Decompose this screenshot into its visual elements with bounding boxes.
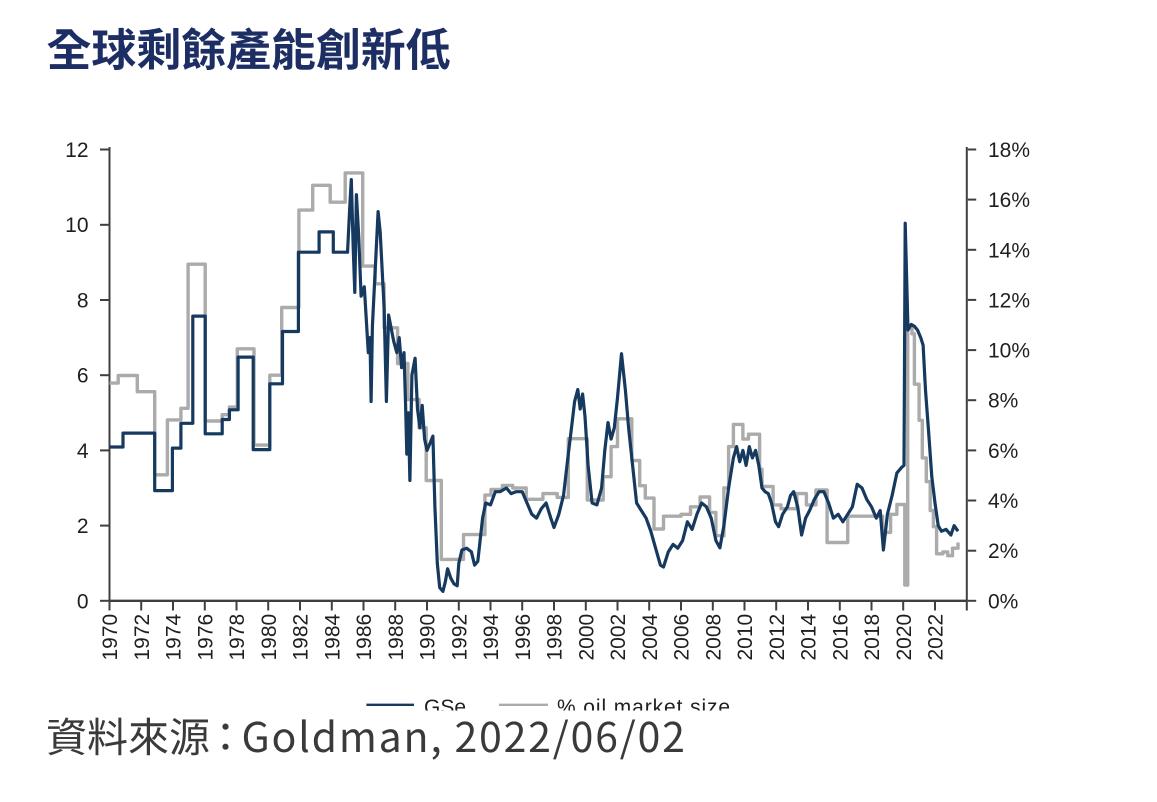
svg-text:1976: 1976	[194, 614, 217, 661]
svg-text:2020: 2020	[893, 614, 916, 661]
svg-text:2002: 2002	[607, 614, 630, 661]
svg-text:18%: 18%	[988, 139, 1030, 162]
svg-text:1982: 1982	[290, 614, 313, 661]
svg-text:2004: 2004	[639, 613, 662, 660]
svg-text:12: 12	[65, 139, 88, 162]
svg-text:2006: 2006	[671, 614, 694, 661]
svg-text:2000: 2000	[575, 614, 598, 661]
svg-text:16%: 16%	[988, 189, 1030, 212]
svg-text:1986: 1986	[353, 614, 376, 661]
svg-text:1978: 1978	[226, 614, 249, 661]
svg-text:1970: 1970	[99, 614, 122, 661]
svg-text:2012: 2012	[766, 614, 789, 661]
svg-text:1990: 1990	[417, 614, 440, 661]
svg-text:2008: 2008	[702, 614, 725, 661]
svg-text:1996: 1996	[512, 614, 535, 661]
svg-text:1988: 1988	[385, 614, 408, 661]
svg-text:8%: 8%	[988, 390, 1018, 413]
svg-text:6%: 6%	[988, 440, 1018, 463]
svg-text:% oil market size: % oil market size	[557, 696, 731, 719]
svg-text:4%: 4%	[988, 490, 1018, 513]
svg-text:1974: 1974	[163, 613, 186, 660]
svg-text:1998: 1998	[544, 614, 567, 661]
svg-text:0: 0	[77, 590, 89, 613]
svg-text:2010: 2010	[734, 614, 757, 661]
svg-text:0%: 0%	[988, 590, 1018, 613]
svg-text:1972: 1972	[131, 614, 154, 661]
svg-text:1980: 1980	[258, 614, 281, 661]
svg-text:1984: 1984	[321, 613, 344, 660]
svg-text:1992: 1992	[448, 614, 471, 661]
svg-text:2: 2	[77, 515, 89, 538]
svg-text:4: 4	[77, 440, 89, 463]
svg-text:10: 10	[65, 214, 88, 237]
svg-text:GSe: GSe	[424, 696, 466, 719]
svg-text:1994: 1994	[480, 613, 503, 660]
svg-text:14%: 14%	[988, 239, 1030, 262]
svg-text:8: 8	[77, 290, 89, 313]
svg-text:2%: 2%	[988, 540, 1018, 563]
svg-text:12%: 12%	[988, 289, 1030, 312]
svg-text:10%: 10%	[988, 340, 1030, 363]
svg-text:2018: 2018	[861, 614, 884, 661]
svg-text:2022: 2022	[925, 614, 948, 661]
svg-text:2014: 2014	[798, 613, 821, 660]
svg-text:6: 6	[77, 365, 89, 388]
svg-text:2016: 2016	[829, 614, 852, 661]
